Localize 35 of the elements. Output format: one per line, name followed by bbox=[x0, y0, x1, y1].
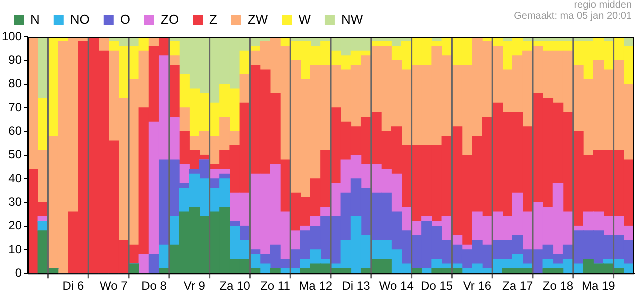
x-tick-label: Wo 7 bbox=[100, 279, 128, 294]
y-tick-label: 80 bbox=[8, 76, 22, 91]
y-tick-label: 60 bbox=[8, 124, 22, 138]
x-tick-label: Za 17 bbox=[502, 279, 534, 294]
x-tick-label: Wo 14 bbox=[379, 279, 414, 294]
y-tick-label: 10 bbox=[8, 242, 22, 256]
x-tick-label: Di 13 bbox=[342, 279, 371, 294]
text: regio midden bbox=[574, 0, 632, 11]
legend-label: Z bbox=[210, 12, 218, 28]
x-tick-label: Ma 19 bbox=[582, 279, 616, 294]
y-tick-label: 100 bbox=[2, 29, 22, 44]
y-tick-label: 30 bbox=[8, 194, 22, 209]
legend-label: N bbox=[30, 12, 40, 28]
x-tick-label: Za 10 bbox=[220, 279, 251, 294]
y-tick-label: 40 bbox=[8, 171, 22, 186]
x-tick-label: Zo 18 bbox=[542, 279, 574, 294]
y-tick-label: 0 bbox=[15, 266, 22, 280]
x-tick-label: Zo 11 bbox=[260, 279, 291, 294]
text: Gemaakt: ma 05 jan 20:01 bbox=[514, 10, 632, 22]
y-tick-label: 20 bbox=[8, 218, 22, 233]
x-tick-label: Do 8 bbox=[142, 279, 168, 294]
x-tick-label: Vr 9 bbox=[184, 279, 206, 294]
legend-label: NO bbox=[70, 12, 90, 28]
legend-label: O bbox=[120, 12, 131, 28]
legend-label: W bbox=[298, 12, 312, 28]
x-tick-label: Ma 12 bbox=[299, 279, 333, 294]
legend-label: ZW bbox=[248, 12, 269, 28]
x-tick-label: Di 6 bbox=[62, 279, 84, 294]
y-tick-label: 70 bbox=[8, 100, 22, 114]
legend-label: ZO bbox=[161, 12, 180, 28]
x-tick-label: Vr 16 bbox=[463, 279, 492, 294]
y-tick-label: 50 bbox=[8, 148, 22, 162]
y-tick-label: 90 bbox=[8, 52, 22, 67]
x-tick-label: Do 15 bbox=[421, 279, 454, 294]
legend-label: NW bbox=[341, 12, 364, 28]
